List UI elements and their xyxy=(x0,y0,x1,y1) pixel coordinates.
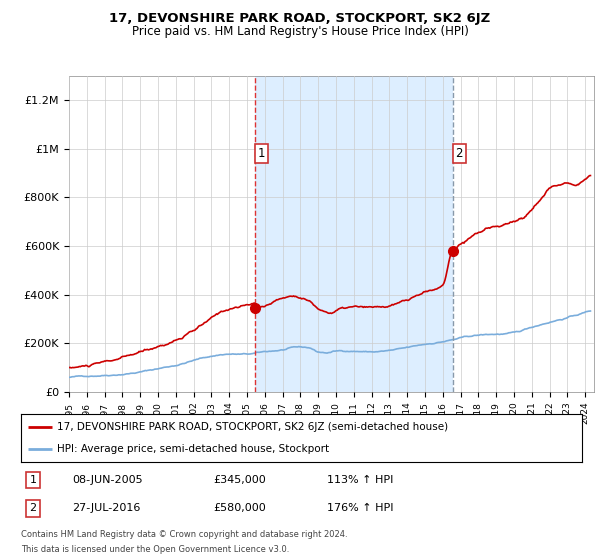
Text: Price paid vs. HM Land Registry's House Price Index (HPI): Price paid vs. HM Land Registry's House … xyxy=(131,25,469,38)
Text: 27-JUL-2016: 27-JUL-2016 xyxy=(72,503,140,514)
Text: 2: 2 xyxy=(455,147,463,160)
Text: 113% ↑ HPI: 113% ↑ HPI xyxy=(327,475,394,485)
Text: £345,000: £345,000 xyxy=(213,475,266,485)
Text: 17, DEVONSHIRE PARK ROAD, STOCKPORT, SK2 6JZ: 17, DEVONSHIRE PARK ROAD, STOCKPORT, SK2… xyxy=(109,12,491,25)
Text: 176% ↑ HPI: 176% ↑ HPI xyxy=(327,503,394,514)
Text: HPI: Average price, semi-detached house, Stockport: HPI: Average price, semi-detached house,… xyxy=(58,444,329,454)
Text: 1: 1 xyxy=(29,475,37,485)
Text: 08-JUN-2005: 08-JUN-2005 xyxy=(72,475,143,485)
Text: 17, DEVONSHIRE PARK ROAD, STOCKPORT, SK2 6JZ (semi-detached house): 17, DEVONSHIRE PARK ROAD, STOCKPORT, SK2… xyxy=(58,422,449,432)
Text: 2: 2 xyxy=(29,503,37,514)
Text: 1: 1 xyxy=(257,147,265,160)
Bar xyxy=(255,76,453,392)
Text: £580,000: £580,000 xyxy=(213,503,266,514)
Text: Contains HM Land Registry data © Crown copyright and database right 2024.: Contains HM Land Registry data © Crown c… xyxy=(21,530,347,539)
Text: This data is licensed under the Open Government Licence v3.0.: This data is licensed under the Open Gov… xyxy=(21,545,289,554)
